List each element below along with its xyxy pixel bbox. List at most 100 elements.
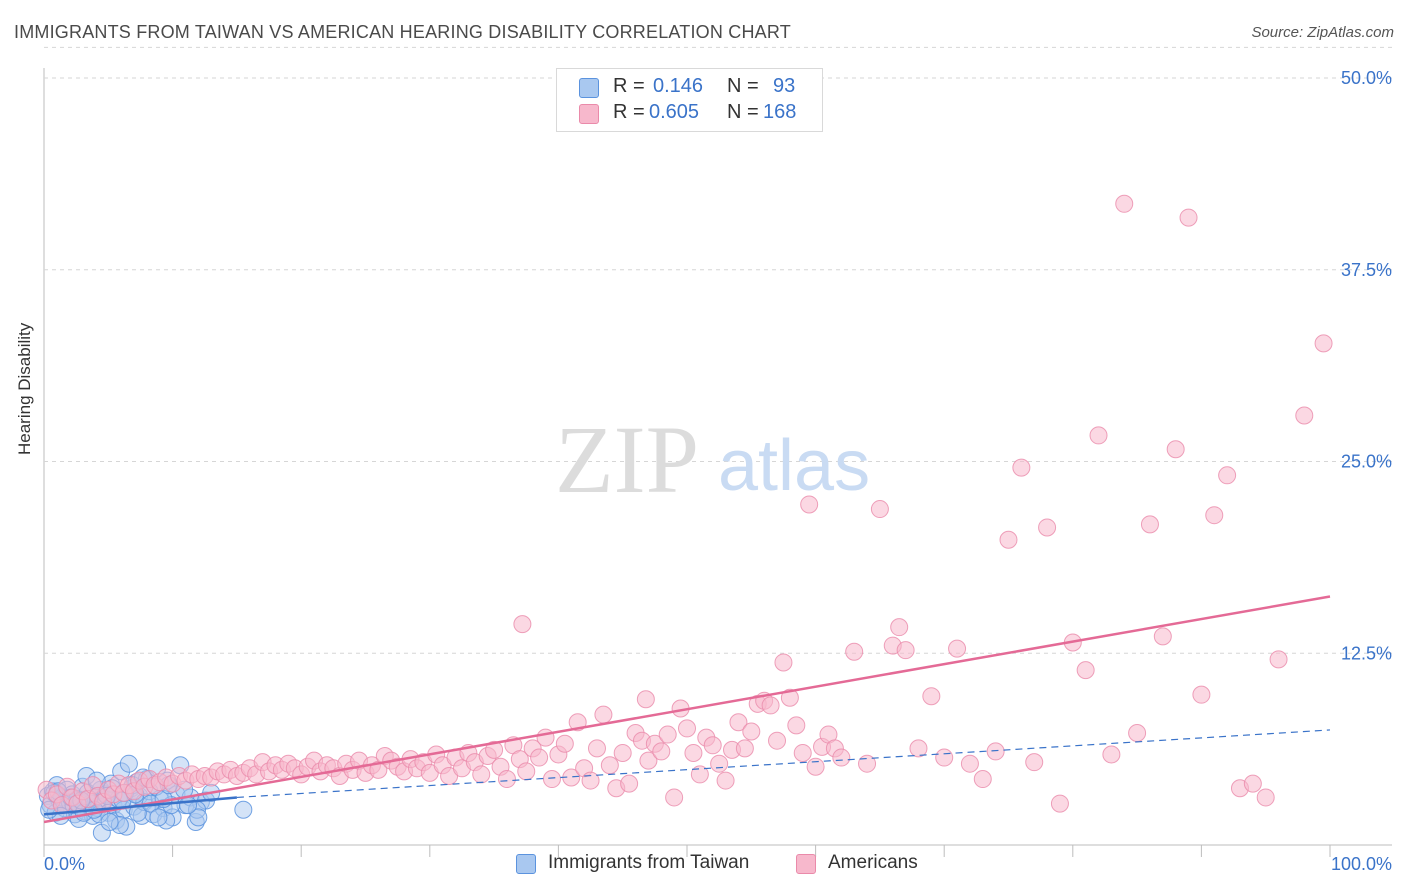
americans-point [665, 788, 684, 807]
taiwan-trend-line [43, 796, 238, 816]
americans-point [1038, 518, 1057, 537]
taiwan-trend-dashed [236, 729, 1331, 799]
americans-point [1025, 753, 1044, 772]
americans-point [774, 653, 793, 672]
americans-point [600, 756, 619, 775]
americans-point [513, 615, 532, 634]
americans-point [1166, 440, 1185, 459]
americans-point [800, 495, 819, 514]
americans-point [793, 743, 812, 762]
americans-point [1153, 627, 1172, 646]
americans-point [729, 713, 748, 732]
americans-point [485, 740, 504, 759]
americans-point [652, 742, 671, 761]
americans-point [555, 734, 574, 753]
americans-point [636, 690, 655, 709]
chart-title: IMMIGRANTS FROM TAIWAN VS AMERICAN HEARI… [14, 22, 791, 42]
legend-n-value: 93 [773, 75, 796, 97]
series-americans-points [37, 194, 1333, 815]
taiwan-point [119, 754, 138, 773]
americans-point [832, 748, 851, 767]
legend-r-label: R = [613, 101, 645, 123]
americans-point [1115, 194, 1134, 213]
americans-point [1102, 745, 1121, 764]
legend-n-label: N = [727, 75, 759, 97]
americans-point [870, 500, 889, 519]
americans-point [780, 688, 799, 707]
americans-point [1128, 724, 1147, 743]
americans-point [594, 705, 613, 724]
watermark-zip: ZIP [555, 406, 699, 513]
americans-point [497, 770, 516, 789]
americans-point [1179, 208, 1198, 227]
americans-point [1050, 794, 1069, 813]
americans-point [960, 754, 979, 773]
americans-point [716, 771, 735, 790]
taiwan-point [179, 796, 198, 815]
americans-point [1243, 774, 1262, 793]
americans-point [517, 762, 536, 781]
americans-point [1269, 650, 1288, 669]
y-tick-labels: 12.5% 25.0% 37.5% 50.0% [1341, 68, 1392, 663]
americans-point [1076, 661, 1095, 680]
trend-layer [43, 595, 1331, 824]
americans-trend-line [43, 595, 1331, 824]
americans-point [710, 754, 729, 773]
taiwan-point [189, 808, 208, 827]
americans-point [472, 765, 491, 784]
americans-point [845, 642, 864, 661]
americans-point [935, 748, 954, 767]
stats-legend: R = 0.146 N = 93 R = 0.605 N = 168 [556, 68, 823, 132]
y-tick-label: 37.5% [1341, 260, 1392, 280]
taiwan-point [234, 800, 253, 819]
americans-point [613, 743, 632, 762]
americans-point [536, 728, 555, 747]
americans-point [678, 719, 696, 738]
bottom-legend-label-taiwan: Immigrants from Taiwan [548, 852, 750, 873]
americans-point [761, 696, 780, 715]
source-label: Source: ZipAtlas.com [1251, 24, 1394, 41]
legend-r-value: 0.146 [653, 75, 704, 97]
bottom-legend-swatch-americans [796, 854, 816, 874]
americans-point [542, 770, 561, 789]
taiwan-point [149, 808, 168, 827]
americans-point [909, 739, 928, 758]
legend-r-label: R = [613, 75, 645, 97]
legend-r-value: 0.605 [649, 101, 700, 123]
y-tick-label: 12.5% [1341, 643, 1392, 663]
bottom-legend-swatch-taiwan [516, 854, 536, 874]
americans-point [735, 739, 754, 758]
americans-point [890, 618, 909, 637]
americans-point [530, 748, 549, 767]
americans-point [922, 687, 941, 706]
americans-point [639, 751, 658, 770]
americans-point [1089, 426, 1108, 445]
y-tick-label: 50.0% [1341, 68, 1392, 88]
x-tick-label-max: 100.0% [1331, 854, 1392, 874]
americans-point [999, 530, 1018, 549]
americans-point [787, 716, 806, 735]
americans-point [742, 722, 761, 741]
americans-point [1012, 458, 1031, 477]
americans-point [1205, 506, 1224, 525]
americans-point [684, 743, 703, 762]
americans-point [703, 736, 722, 755]
x-tick-labels: 0.0% 100.0% [44, 854, 1392, 874]
y-axis-label: Hearing Disability [15, 322, 34, 455]
americans-point [986, 742, 1005, 761]
americans-point [581, 771, 600, 790]
y-tick-label: 25.0% [1341, 452, 1392, 472]
americans-point [620, 774, 639, 793]
americans-point [948, 639, 967, 658]
americans-point [1218, 466, 1237, 485]
americans-point [858, 754, 877, 773]
americans-point [1256, 788, 1275, 807]
watermark-atlas: atlas [718, 426, 870, 506]
americans-point [587, 739, 606, 758]
americans-point [768, 731, 787, 750]
americans-point [1295, 406, 1314, 425]
americans-point [896, 641, 915, 660]
americans-point [973, 770, 992, 789]
bottom-legend-label-americans: Americans [828, 852, 918, 873]
